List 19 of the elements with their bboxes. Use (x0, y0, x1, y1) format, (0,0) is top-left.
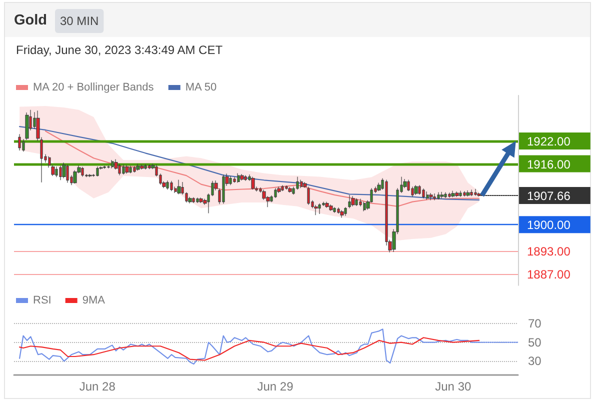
x-tick-label: Jun 30 (435, 379, 472, 394)
chart-title: Gold (14, 12, 48, 28)
y-tick-label: 1887.00 (527, 268, 571, 282)
legend-label: MA 50 (185, 82, 217, 94)
y-tick-label: 1922.00 (527, 134, 571, 148)
chart-subtitle: Friday, June 30, 2023 3:43:49 AM CET (16, 43, 224, 57)
legend-label: 9MA (82, 294, 106, 306)
y-tick-label: 70 (528, 316, 542, 330)
y-tick-label: 50 (528, 335, 542, 350)
y-tick-label: 1916.00 (527, 157, 571, 172)
y-tick-label: 1907.66 (527, 188, 571, 203)
x-tick-label: Jun 28 (79, 379, 116, 394)
legend-label: RSI (33, 294, 52, 306)
y-tick-label: 30 (528, 354, 542, 368)
x-tick-label: Jun 29 (257, 379, 294, 394)
text: 30 MIN (60, 14, 99, 28)
y-tick-label: 1893.00 (527, 244, 571, 259)
y-tick-label: 1900.00 (527, 218, 571, 232)
legend-label: MA 20 + Bollinger Bands (33, 82, 154, 94)
